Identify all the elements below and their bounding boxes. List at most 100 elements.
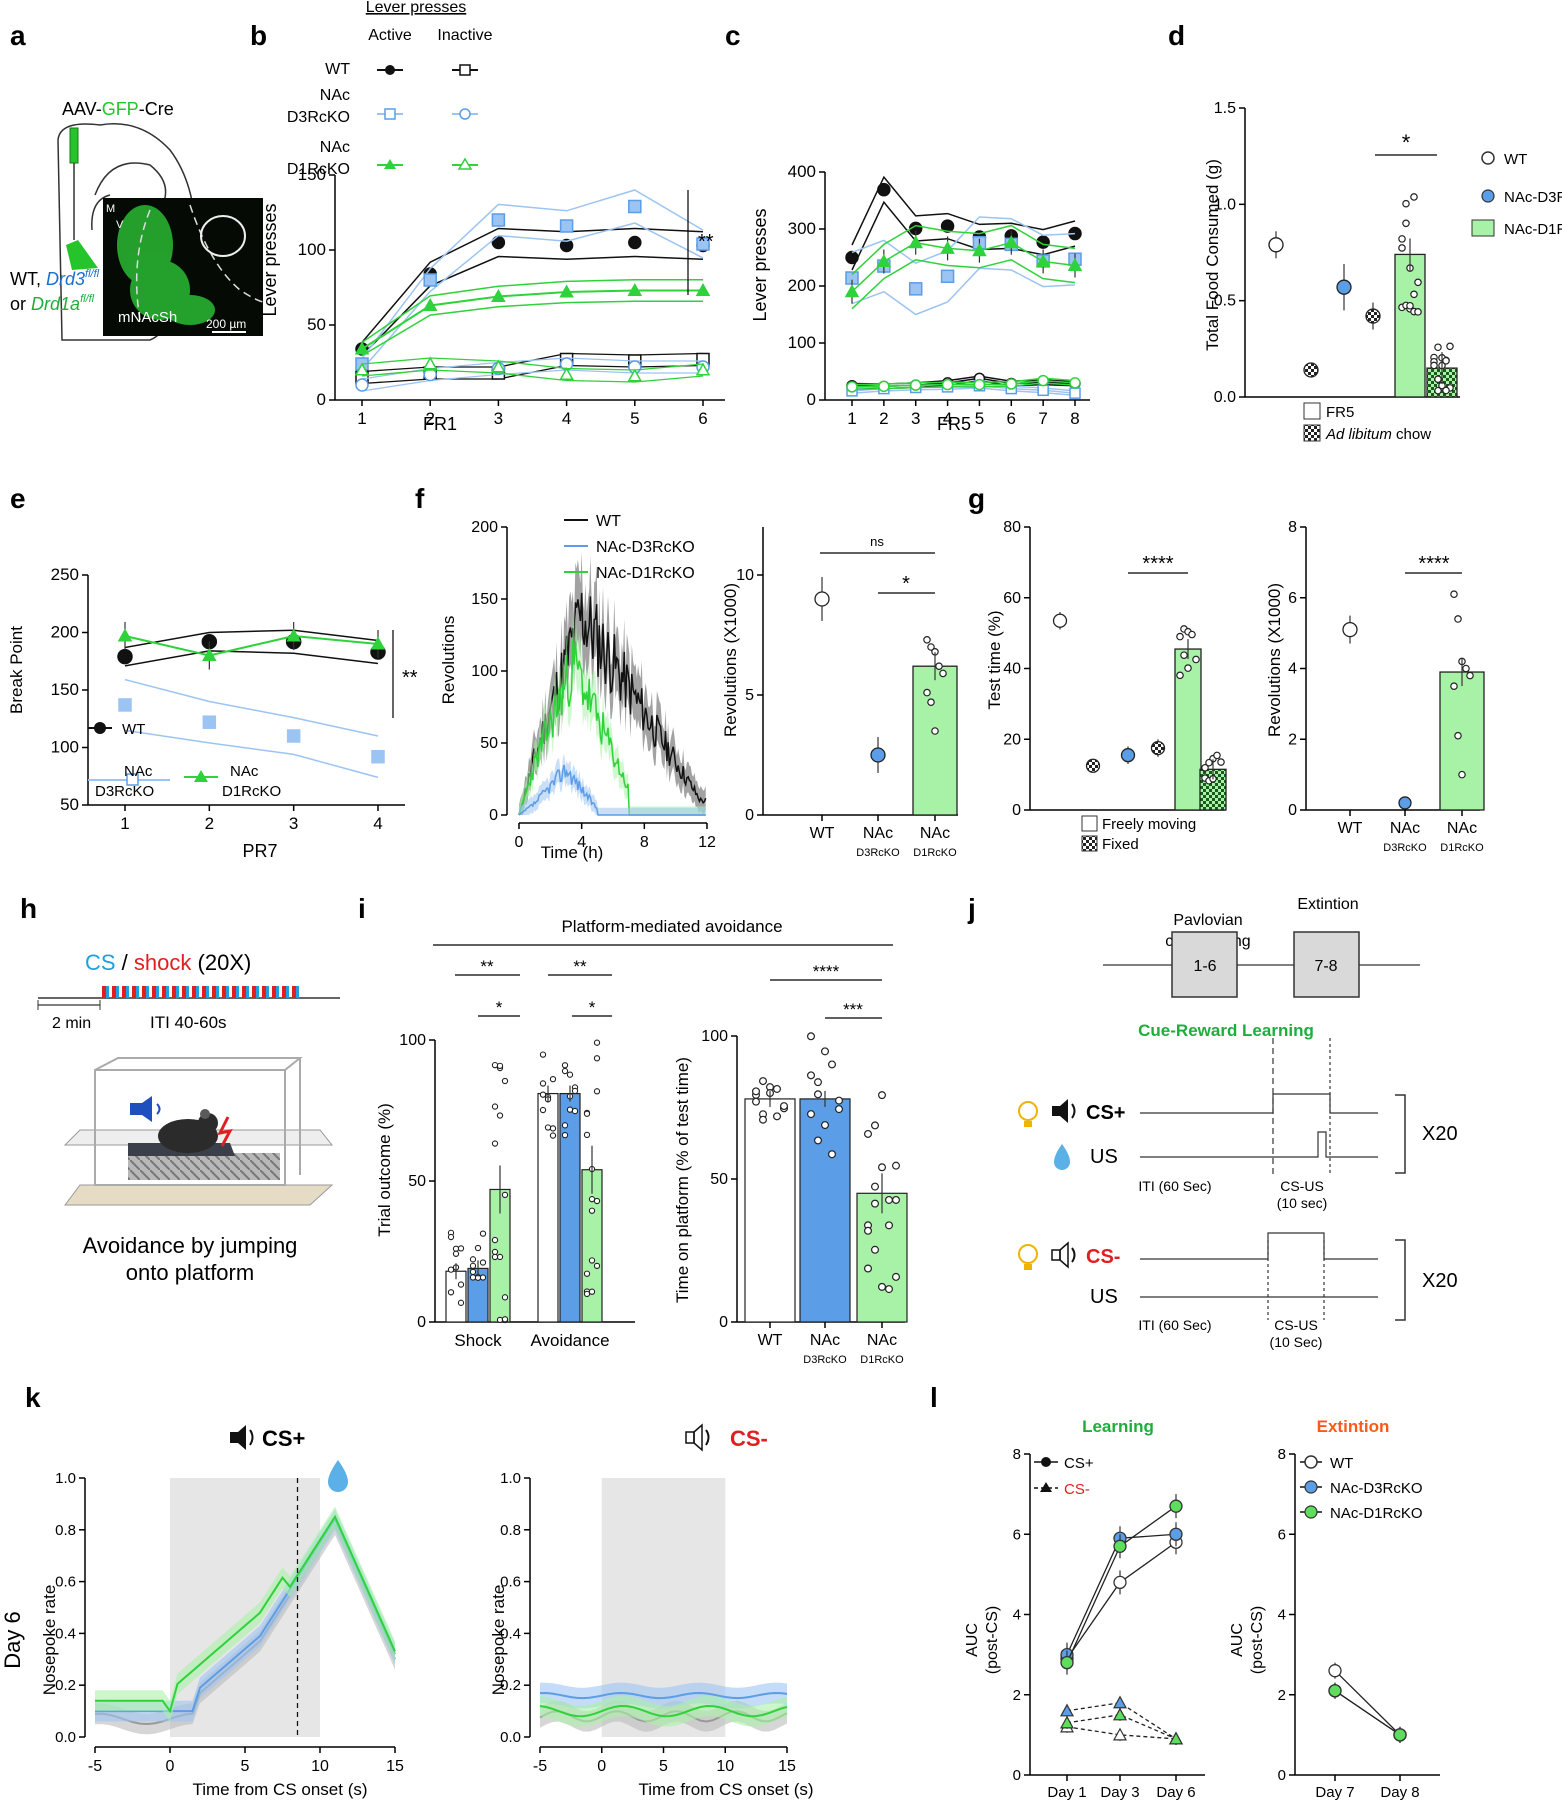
caption-line1: Avoidance by jumping xyxy=(83,1233,298,1258)
data-point xyxy=(813,1136,822,1145)
cs-minus-label: CS- xyxy=(730,1426,768,1451)
x-tick-label: 12 xyxy=(698,834,716,851)
x-tick-label: 8 xyxy=(640,834,649,851)
x-tick-label: 7 xyxy=(1038,409,1047,428)
y-tick-label: 4 xyxy=(1013,1607,1021,1624)
data-point xyxy=(940,219,955,233)
chart-k-cs-plus: 0.0 0.2 0.4 0.6 0.8 1.0 -5 0 5 10 15 xyxy=(55,1470,404,1775)
x-tick-label: 15 xyxy=(386,1758,404,1775)
data-point xyxy=(806,1110,815,1119)
caption-line2: onto platform xyxy=(126,1260,254,1285)
x-tick-label: 0 xyxy=(166,1758,175,1775)
x-tick-label: Day 8 xyxy=(1380,1784,1419,1800)
data-point xyxy=(501,1294,509,1301)
data-point xyxy=(877,1282,886,1291)
cs-plus-label: CS+ xyxy=(262,1426,305,1451)
data-point xyxy=(870,1245,879,1254)
x-tick-label: 2 xyxy=(205,814,214,833)
repeat-label-1: X20 xyxy=(1422,1123,1458,1145)
bar xyxy=(856,1192,908,1323)
y-tick-label: 5 xyxy=(745,687,754,704)
x-tick-sublabel: D1RcKO xyxy=(1440,842,1484,854)
x-tick-label: 2 xyxy=(425,409,434,428)
y-tick-label: 0 xyxy=(1012,802,1021,819)
data-point xyxy=(474,1244,482,1252)
sem-band-lower xyxy=(361,255,704,357)
data-point xyxy=(117,648,133,665)
data-point xyxy=(628,199,642,214)
data-point xyxy=(479,1274,487,1281)
x-tick-label: 1 xyxy=(847,409,856,428)
data-point xyxy=(1458,770,1466,779)
data-point xyxy=(1205,758,1213,767)
legend-d1: NAc-D1RcKO xyxy=(1330,1505,1423,1522)
data-point xyxy=(583,1110,591,1117)
legend-markers xyxy=(377,64,478,170)
y-tick-label: 300 xyxy=(788,219,816,238)
legend-d3-line2: D3RcKO xyxy=(95,783,154,800)
data-point xyxy=(1434,386,1442,395)
data-point xyxy=(1169,1527,1183,1541)
gfp-expression xyxy=(117,205,215,325)
sem-band-upper xyxy=(124,629,379,649)
us-label-2: US xyxy=(1090,1286,1118,1308)
data-point xyxy=(870,1199,879,1208)
x-tick-label: 3 xyxy=(494,409,503,428)
data-point xyxy=(355,378,369,392)
data-point xyxy=(561,1062,569,1069)
y-tick-label: 0.2 xyxy=(55,1677,76,1694)
data-point xyxy=(202,647,217,662)
sem-band-upper xyxy=(124,678,379,737)
x-tick-label: 6 xyxy=(698,409,707,428)
speaker-on-icon xyxy=(1052,1099,1076,1123)
y-tick-label: 2 xyxy=(1013,1687,1021,1704)
data-point xyxy=(539,1080,547,1087)
data-point xyxy=(1454,615,1462,623)
data-point xyxy=(1414,278,1422,287)
data-point xyxy=(452,1245,460,1252)
data-point xyxy=(972,243,987,257)
data-point xyxy=(422,297,438,312)
chart-f-timecourse: 0 50 100 150 200 0 4 8 12 xyxy=(471,519,716,851)
data-point xyxy=(1442,386,1450,395)
data-point xyxy=(501,1191,509,1199)
data-point xyxy=(501,1316,509,1323)
data-point xyxy=(1112,1707,1128,1721)
data-point xyxy=(1035,253,1051,268)
data-point xyxy=(559,284,574,298)
data-point xyxy=(447,1266,455,1273)
data-point xyxy=(561,1131,569,1139)
x-tick-label: -5 xyxy=(88,1758,102,1775)
panel-letter-b: b xyxy=(250,20,267,51)
panel-title: Platform-mediated avoidance xyxy=(561,917,782,936)
data-point xyxy=(1342,621,1358,638)
x-tick-sublabel: D1RcKO xyxy=(913,847,957,859)
data-point xyxy=(877,1091,886,1100)
y-tick-label: 0 xyxy=(719,1314,728,1331)
y-tick-label: 1.0 xyxy=(55,1470,76,1487)
cs-plus-label: CS+ xyxy=(1086,1102,1125,1124)
y-tick-label: 6 xyxy=(1013,1526,1021,1543)
data-point xyxy=(846,381,858,393)
y-tick-label: 80 xyxy=(1003,519,1021,536)
legend-d1-line2: D1RcKO xyxy=(222,783,281,800)
data-point xyxy=(1188,630,1196,639)
axis-v-label: V xyxy=(116,219,124,231)
data-point xyxy=(870,1121,879,1130)
axis-label-x: FR1 xyxy=(423,414,457,434)
x-tick-label: 8 xyxy=(1070,409,1079,428)
data-point xyxy=(845,250,859,265)
data-point xyxy=(923,635,931,644)
y-tick-label: 100 xyxy=(51,738,79,757)
data-point xyxy=(549,1125,557,1132)
x-tick-label: 0 xyxy=(597,1758,606,1775)
d3-sem-band xyxy=(519,752,706,815)
data-point xyxy=(491,1103,499,1110)
chart-l-learning: 0 2 4 6 8 Day 1 Day 3 Day 6 xyxy=(1013,1446,1205,1800)
legend-d1: NAc-D1RcKO xyxy=(1504,221,1562,238)
data-point xyxy=(371,749,385,764)
data-point xyxy=(1176,632,1184,641)
data-point xyxy=(751,1087,760,1096)
x-tick-label: 2 xyxy=(879,409,888,428)
